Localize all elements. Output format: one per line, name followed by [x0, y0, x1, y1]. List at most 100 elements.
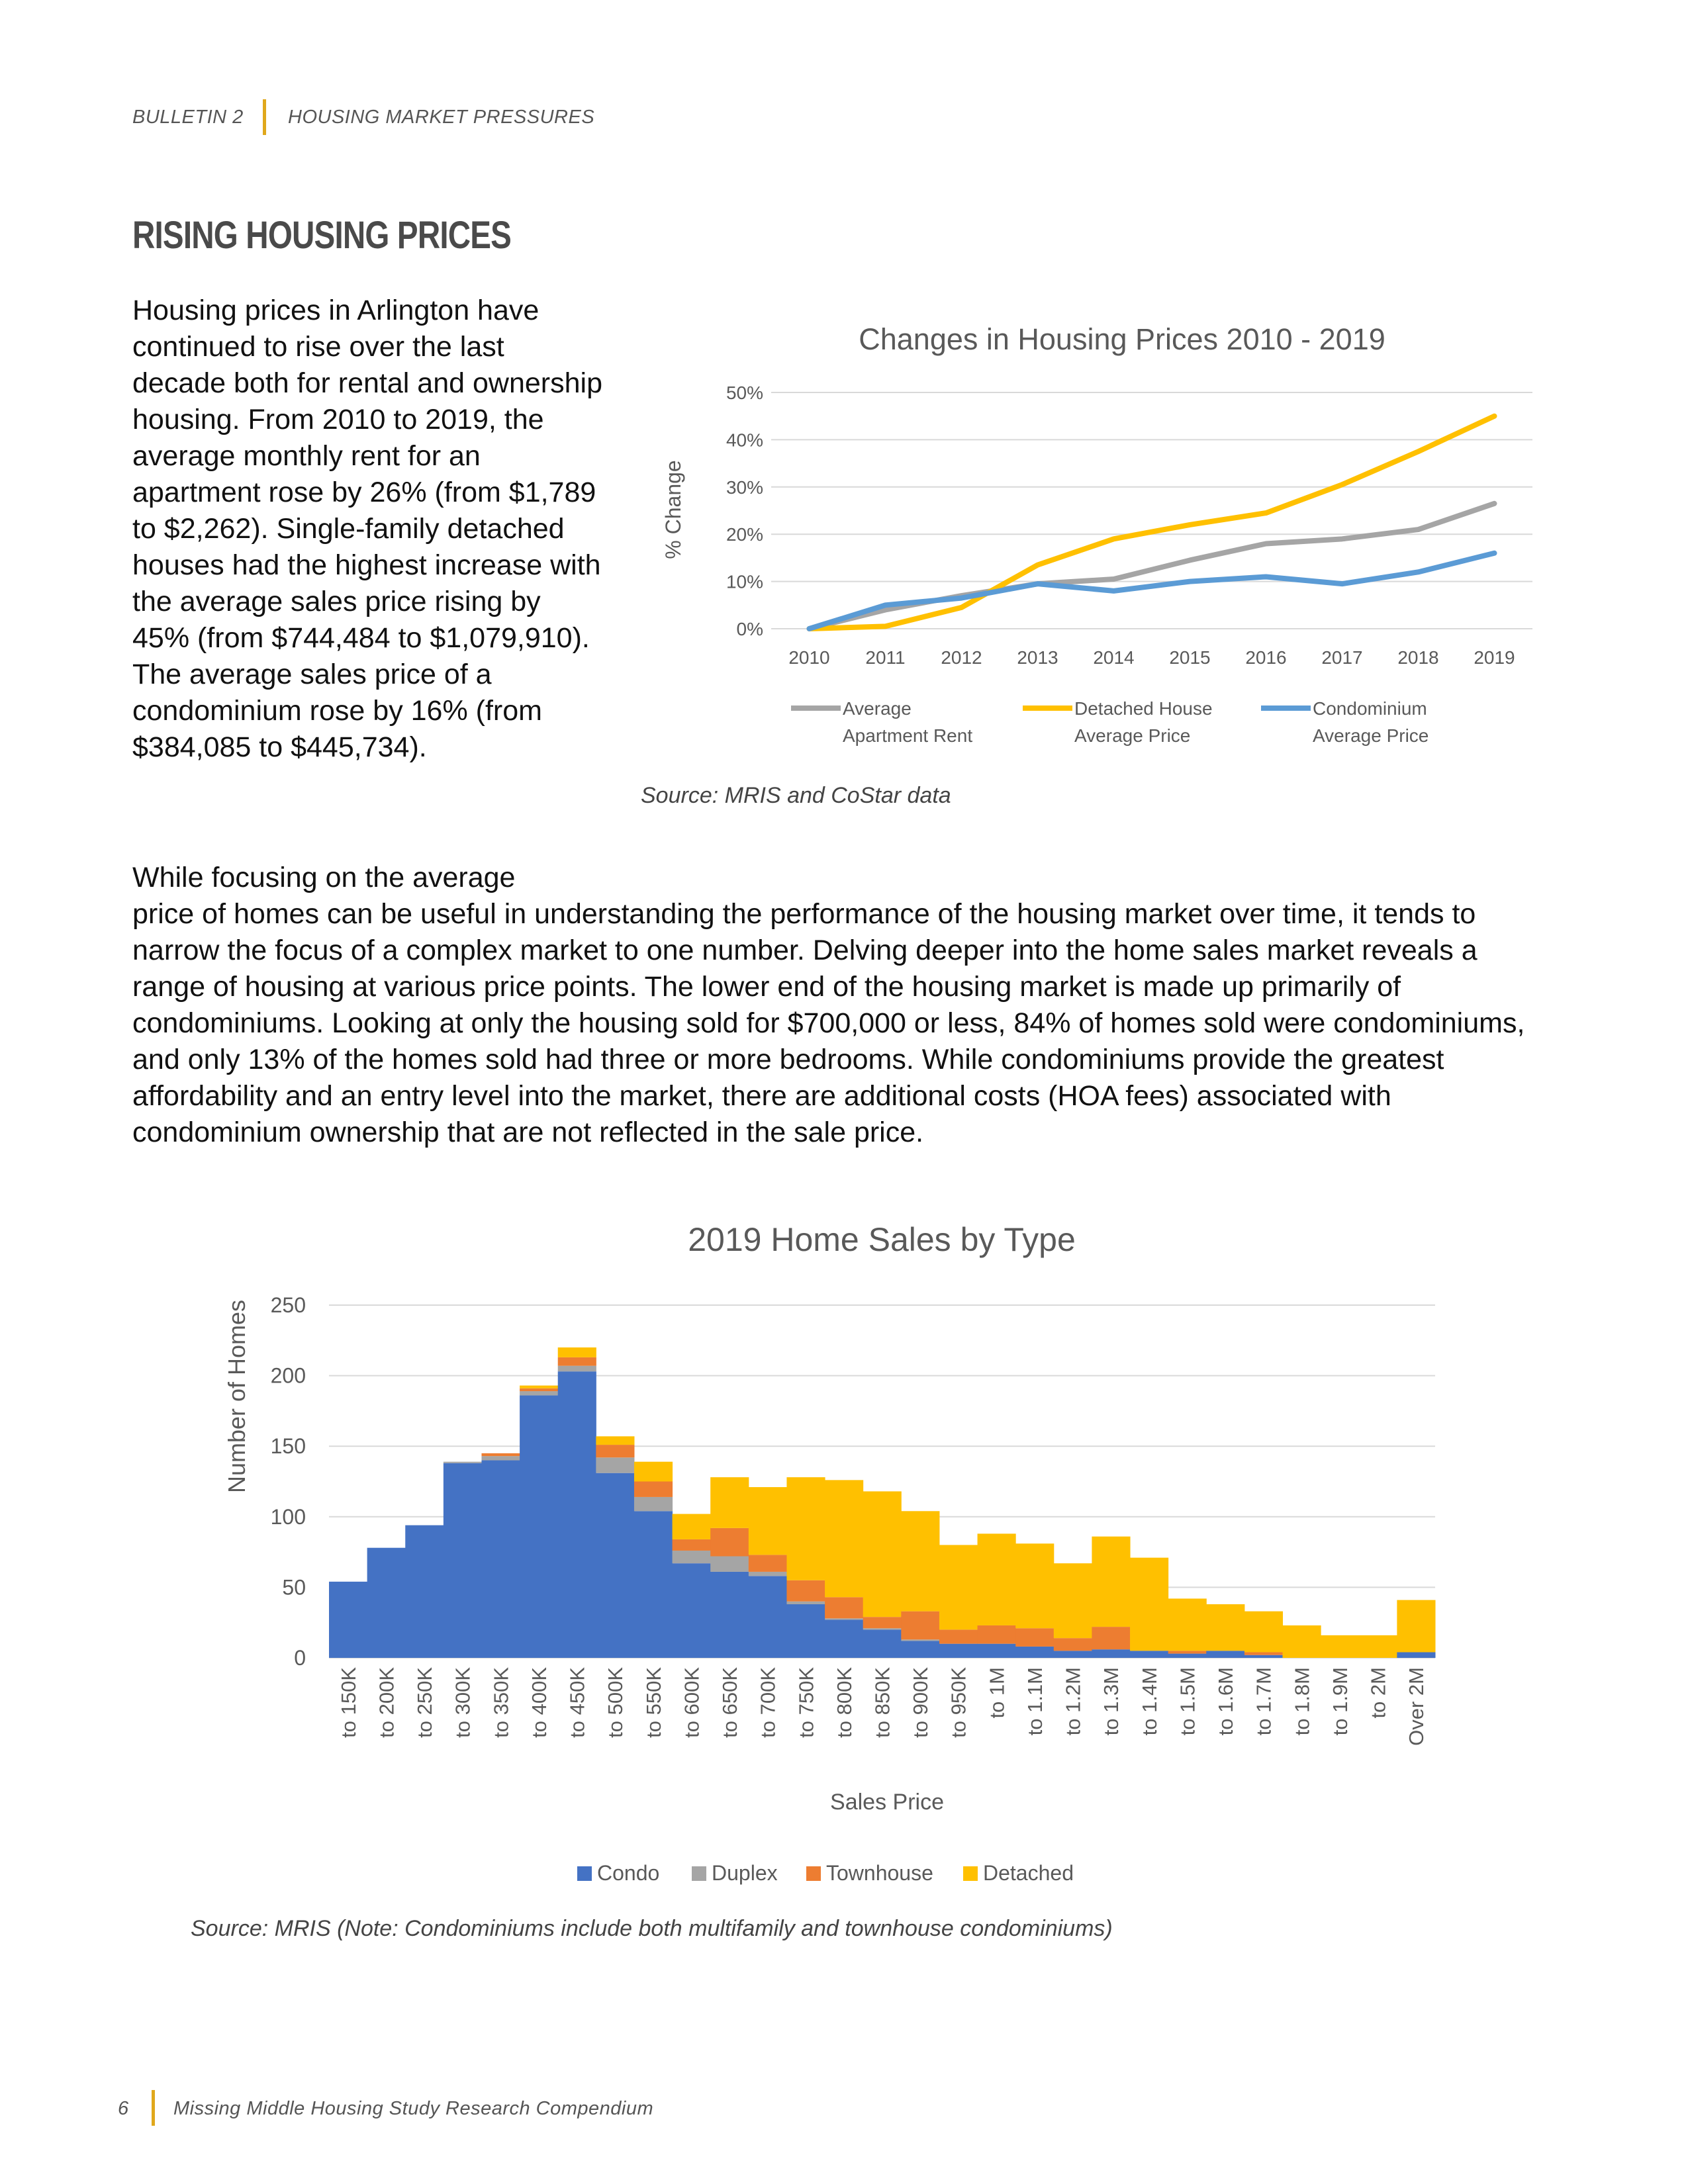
chart2-bar-detached	[1358, 1635, 1397, 1658]
chart2-bar-detached	[748, 1487, 787, 1555]
chart2-bar-condo	[367, 1547, 406, 1658]
chart2-x-tick-label: to 550K	[642, 1667, 665, 1738]
chart1-x-tick-label: 2015	[1169, 647, 1210, 668]
chart2-bar-detached	[1321, 1635, 1360, 1658]
chart2-x-tick-label: to 650K	[718, 1667, 741, 1738]
housing-price-change-chart: Changes in Housing Prices 2010 - 2019 % …	[661, 322, 1532, 746]
chart2-x-tick-label: to 950K	[947, 1667, 970, 1738]
chart2-bar-townhouse	[520, 1388, 559, 1392]
chart2-x-tick-label: to 200K	[375, 1667, 398, 1738]
chart1-y-ticks: 0% 10% 20% 30% 40% 50%	[726, 383, 763, 639]
chart2-bar-duplex	[748, 1571, 787, 1576]
chart2-bar-condo	[1053, 1651, 1092, 1658]
chart2-bar-detached	[1092, 1536, 1131, 1627]
chart1-x-tick-label: 2016	[1245, 647, 1286, 668]
chart2-bar-duplex	[901, 1639, 940, 1641]
chart2-bar-condo	[672, 1563, 711, 1658]
chart2-bar-townhouse	[1244, 1652, 1284, 1655]
chart2-x-tick-label: to 1.5M	[1176, 1667, 1199, 1735]
chart2-legend: Condo Duplex Townhouse Detached	[577, 1861, 1074, 1885]
chart2-x-tick-label: to 1.4M	[1138, 1667, 1161, 1735]
section-title: RISING HOUSING PRICES	[132, 214, 512, 257]
chart1-y-tick-label: 0%	[737, 619, 763, 639]
chart2-bars	[329, 1347, 1436, 1658]
chart2-bar-townhouse	[977, 1625, 1016, 1644]
chart2-ylabel: Number of Homes	[223, 1300, 250, 1493]
chart2-bar-townhouse	[748, 1555, 787, 1572]
chart2-bar-detached	[633, 1461, 673, 1482]
chart2-x-tick-label: to 850K	[871, 1667, 894, 1738]
chart2-x-tick-label: to 2M	[1367, 1667, 1390, 1719]
chart2-bar-detached	[786, 1477, 825, 1580]
chart2-x-tick-label: to 150K	[337, 1667, 360, 1738]
chart2-bar-condo	[1206, 1651, 1245, 1658]
chart2-x-tick-label: to 900K	[909, 1667, 932, 1738]
chart1-y-tick-label: 10%	[726, 572, 763, 592]
chart2-bar-townhouse	[481, 1453, 520, 1457]
chart2-bar-townhouse	[901, 1611, 940, 1640]
header-divider	[263, 99, 266, 135]
chart2-bar-condo	[557, 1371, 596, 1658]
chart2-bar-condo	[633, 1511, 673, 1658]
chart2-x-tick-label: to 800K	[833, 1667, 856, 1738]
chart2-bar-condo	[710, 1571, 749, 1658]
chart2-bar-detached	[520, 1385, 559, 1388]
chart2-y-ticks: 0 50 100 150 200 250	[271, 1293, 306, 1670]
intro-paragraph: Housing prices in Arlington have continu…	[132, 295, 602, 763]
chart2-bar-detached	[825, 1480, 864, 1598]
chart2-bar-condo	[825, 1619, 864, 1658]
chart2-x-tick-label: to 400K	[528, 1667, 551, 1738]
chart2-x-tick-label: to 1.2M	[1062, 1667, 1085, 1735]
chart1-ylabel: % Change	[661, 460, 685, 559]
chart2-legend-swatch	[692, 1866, 706, 1881]
chart2-bar-townhouse	[1092, 1627, 1131, 1650]
chart2-legend-label: Condo	[597, 1861, 659, 1885]
chart2-bar-condo	[1092, 1649, 1131, 1658]
chart2-bar-detached	[672, 1514, 711, 1539]
footer-page-number: 6	[118, 2098, 129, 2119]
chart2-bar-detached	[1244, 1611, 1284, 1653]
chart2-bar-condo	[481, 1460, 520, 1658]
chart2-bar-detached	[1053, 1563, 1092, 1639]
chart2-bar-detached	[557, 1347, 596, 1357]
chart2-bar-condo	[939, 1643, 978, 1658]
chart2-y-tick-label: 100	[271, 1505, 306, 1529]
header-bulletin: BULLETIN 2	[132, 107, 244, 128]
header-section: HOUSING MARKET PRESSURES	[288, 107, 595, 128]
chart2-y-tick-label: 0	[294, 1646, 306, 1670]
chart2-x-tick-label: to 450K	[566, 1667, 589, 1738]
chart2-legend-label: Duplex	[712, 1861, 778, 1885]
chart2-bar-detached	[1168, 1598, 1207, 1651]
chart2-x-tick-label: to 600K	[680, 1667, 703, 1738]
chart1-y-tick-label: 50%	[726, 383, 763, 403]
chart1-x-tick-label: 2012	[941, 647, 982, 668]
chart2-bar-detached	[1282, 1625, 1321, 1658]
chart2-bar-condo	[977, 1643, 1016, 1658]
chart1-x-tick-label: 2019	[1474, 647, 1515, 668]
chart1-series-line-3	[806, 550, 1497, 631]
chart2-bar-duplex	[672, 1550, 711, 1564]
chart2-bar-condo	[748, 1576, 787, 1658]
chart2-bar-townhouse	[863, 1617, 902, 1629]
chart2-x-tick-label: to 700K	[757, 1667, 780, 1738]
chart2-bar-condo	[520, 1395, 559, 1658]
chart2-x-tick-label: to 1.9M	[1329, 1667, 1352, 1735]
footer-divider	[152, 2090, 155, 2126]
chart2-bar-detached	[710, 1477, 749, 1528]
chart2-xlabel: Sales Price	[830, 1790, 944, 1815]
chart2-bar-duplex	[710, 1556, 749, 1572]
body-paragraph-first-line: While focusing on the average	[132, 862, 516, 893]
chart2-bar-duplex	[443, 1461, 482, 1463]
chart2-bar-condo	[901, 1641, 940, 1658]
footer-title: Missing Middle Housing Study Research Co…	[173, 2098, 654, 2119]
chart2-bar-condo	[1244, 1655, 1284, 1658]
chart2-legend-swatch	[806, 1866, 821, 1881]
chart2-x-tick-label: to 1.7M	[1252, 1667, 1276, 1735]
chart2-bar-condo	[1168, 1653, 1207, 1658]
chart2-bar-condo	[405, 1525, 444, 1658]
chart2-bar-duplex	[596, 1457, 635, 1473]
chart2-bar-townhouse	[825, 1597, 864, 1619]
chart2-bar-duplex	[633, 1496, 673, 1512]
chart2-bar-duplex	[481, 1456, 520, 1461]
chart1-x-tick-label: 2014	[1093, 647, 1134, 668]
